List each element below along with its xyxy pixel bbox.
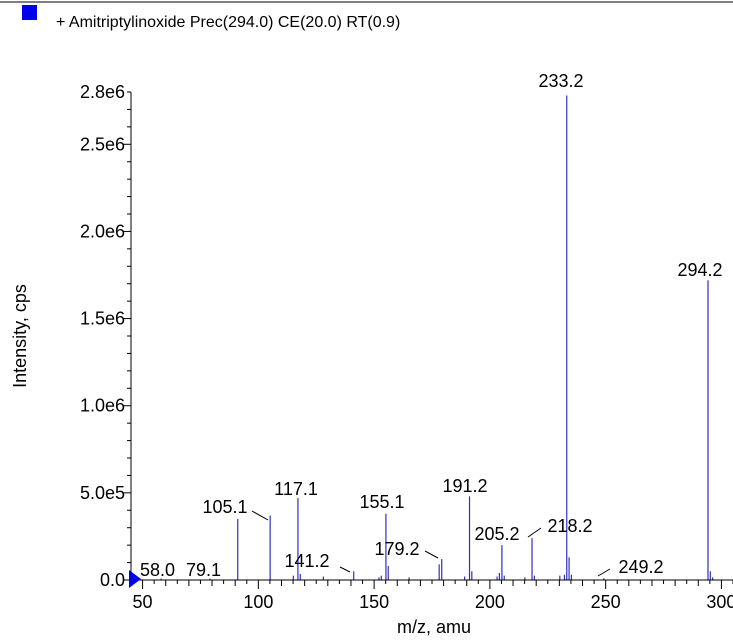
- legend-label: + Amitriptylinoxide Prec(294.0) CE(20.0)…: [56, 14, 400, 31]
- x-tick-label: 50: [133, 592, 153, 612]
- peak-label: 79.1: [186, 560, 221, 580]
- x-tick-label: 150: [359, 592, 389, 612]
- peak-label: 191.2: [442, 476, 487, 496]
- x-tick-label: 250: [591, 592, 621, 612]
- y-tick-label: 2.5e6: [80, 134, 125, 154]
- x-tick-label: 300: [706, 592, 733, 612]
- peak-label: 218.2: [547, 516, 592, 536]
- y-tick-label: 1.0e6: [80, 396, 125, 416]
- y-tick-label: 2.8e6: [80, 82, 125, 102]
- peak-label: 205.2: [474, 524, 519, 544]
- peak-label-leader: [251, 510, 269, 521]
- peak-label: 105.1: [202, 497, 247, 517]
- x-tick-label: 100: [243, 592, 273, 612]
- baseline-marker-icon: [129, 570, 141, 588]
- peak-labels: 58.0 79.1 105.1 117.1 141.2 155.1 179.2 191.2 20…: [140, 71, 723, 580]
- peaks: [160, 95, 714, 580]
- peak-label: 233.2: [538, 71, 583, 91]
- peak-label-leader: [527, 527, 542, 538]
- peak-label: 155.1: [359, 492, 404, 512]
- y-axis-label: Intensity, cps: [10, 284, 30, 388]
- peak-label-leader: [424, 550, 439, 559]
- peak-label: 249.2: [618, 557, 663, 577]
- peak-label-leader: [597, 568, 611, 577]
- legend-marker: [22, 5, 37, 20]
- x-axis-ticks: 50 100 150 200 250 300: [130, 580, 733, 612]
- peak-label-leader: [339, 566, 351, 573]
- peak-label: 117.1: [274, 479, 318, 499]
- peak-label: 141.2: [284, 551, 329, 571]
- y-axis-ticks: 0.0 5.0e5 1.0e6 1.5e6 2.0e6 2.5e6 2.8e6: [80, 82, 131, 590]
- peak-label: 179.2: [374, 539, 419, 559]
- x-axis-label: m/z, amu: [397, 617, 471, 637]
- y-tick-label: 5.0e5: [80, 483, 125, 503]
- peak-label: 294.2: [677, 260, 722, 280]
- legend: + Amitriptylinoxide Prec(294.0) CE(20.0)…: [22, 5, 400, 31]
- x-tick-label: 200: [475, 592, 505, 612]
- y-tick-label: 1.5e6: [80, 309, 125, 329]
- peak-label: 58.0: [140, 560, 175, 580]
- y-tick-label: 0.0: [100, 570, 125, 590]
- y-tick-label: 2.0e6: [80, 221, 125, 241]
